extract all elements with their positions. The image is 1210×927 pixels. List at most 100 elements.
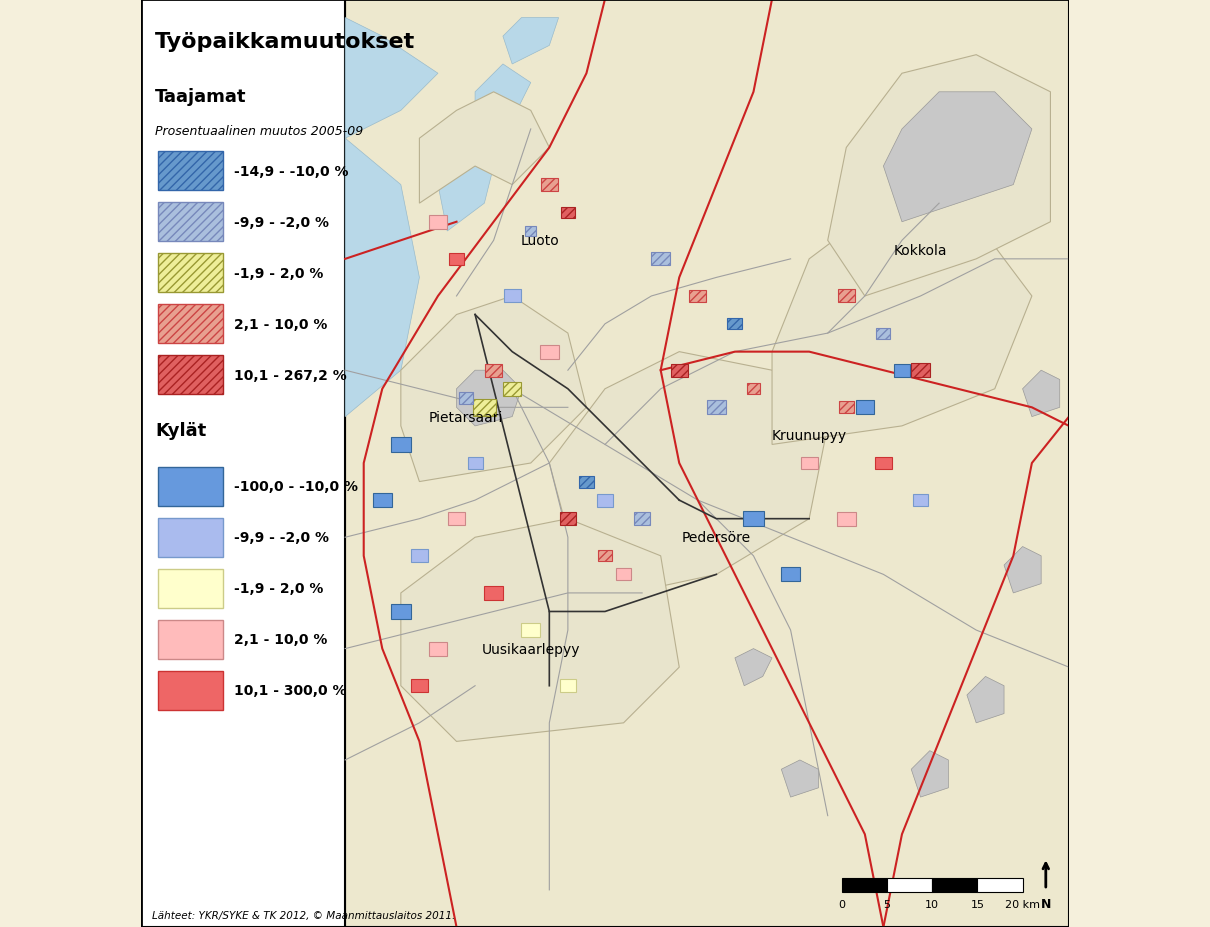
Text: 10: 10 [926, 899, 939, 909]
Polygon shape [549, 352, 828, 603]
Bar [707, 400, 726, 414]
Bar [837, 512, 855, 526]
Polygon shape [438, 148, 494, 232]
Bar [540, 345, 559, 359]
Bar [894, 364, 910, 377]
Polygon shape [420, 93, 549, 204]
Bar [911, 364, 929, 378]
Bar [157, 356, 223, 395]
Text: -9,9 - -2,0 %: -9,9 - -2,0 % [234, 215, 329, 230]
Polygon shape [883, 93, 1032, 222]
Polygon shape [476, 65, 531, 139]
Text: Kylät: Kylät [155, 422, 206, 439]
Bar [157, 518, 223, 557]
Bar [467, 457, 483, 469]
Bar [485, 364, 502, 377]
Bar [561, 208, 575, 219]
Bar [157, 569, 223, 608]
Bar [801, 457, 818, 470]
Bar [503, 290, 520, 303]
Bar [978, 878, 1022, 892]
Text: Kruunupyy: Kruunupyy [772, 428, 847, 443]
Bar [157, 305, 223, 344]
Polygon shape [772, 204, 1032, 445]
Bar [428, 641, 448, 656]
Bar [855, 400, 874, 414]
Bar [559, 679, 576, 692]
Text: -1,9 - 2,0 %: -1,9 - 2,0 % [234, 266, 323, 281]
Polygon shape [345, 19, 438, 139]
FancyBboxPatch shape [345, 0, 1068, 927]
Text: 2,1 - 10,0 %: 2,1 - 10,0 % [234, 317, 327, 332]
Bar [690, 290, 707, 302]
Bar [484, 586, 503, 601]
Text: N: N [1041, 897, 1051, 910]
FancyBboxPatch shape [142, 0, 345, 927]
Bar [598, 551, 612, 562]
Bar [651, 253, 670, 266]
Bar [448, 513, 465, 526]
Text: Luoto: Luoto [520, 234, 559, 248]
Bar [747, 384, 760, 395]
Bar [914, 494, 928, 506]
Bar [428, 215, 448, 229]
Text: Kokkola: Kokkola [894, 243, 947, 258]
Polygon shape [828, 56, 1050, 297]
Text: Uusikaarlepyy: Uusikaarlepyy [482, 641, 580, 656]
Bar [157, 620, 223, 659]
Polygon shape [401, 297, 587, 482]
Bar [473, 400, 496, 416]
Bar [580, 476, 594, 488]
Text: 10,1 - 267,2 %: 10,1 - 267,2 % [234, 368, 346, 383]
Bar [839, 290, 854, 303]
Bar [541, 179, 558, 192]
Bar [727, 319, 743, 330]
Bar [459, 393, 473, 404]
Text: 15: 15 [970, 899, 985, 909]
Text: Pedersöre: Pedersöre [681, 530, 751, 545]
Bar [411, 550, 428, 563]
Polygon shape [1004, 547, 1041, 593]
Polygon shape [345, 139, 420, 417]
Text: 5: 5 [883, 899, 891, 909]
Text: 2,1 - 10,0 %: 2,1 - 10,0 % [234, 632, 327, 647]
Bar [782, 567, 800, 582]
Polygon shape [401, 519, 679, 742]
Bar [876, 328, 891, 339]
Polygon shape [782, 760, 818, 797]
Text: Lähteet: YKR/SYKE & TK 2012, © Maanmittauslaitos 2011.: Lähteet: YKR/SYKE & TK 2012, © Maanmitta… [152, 909, 455, 920]
Text: -9,9 - -2,0 %: -9,9 - -2,0 % [234, 530, 329, 545]
Bar [875, 457, 892, 470]
Bar [522, 623, 540, 638]
Text: Taajamat: Taajamat [155, 88, 247, 106]
Bar [503, 382, 522, 396]
Bar [391, 604, 411, 619]
Bar [616, 568, 630, 580]
Bar [449, 253, 463, 265]
Text: Työpaikkamuutokset: Työpaikkamuutokset [155, 32, 415, 53]
Bar [391, 438, 411, 452]
Bar [743, 512, 764, 527]
Text: 10,1 - 300,0 %: 10,1 - 300,0 % [234, 683, 346, 698]
Bar [157, 671, 223, 710]
Bar [157, 152, 223, 191]
Bar [634, 513, 651, 526]
Text: -14,9 - -10,0 %: -14,9 - -10,0 % [234, 164, 348, 179]
Bar [839, 401, 854, 413]
Text: 20 km: 20 km [1006, 899, 1041, 909]
Polygon shape [503, 19, 559, 65]
Bar [559, 513, 576, 526]
Text: -100,0 - -10,0 %: -100,0 - -10,0 % [234, 479, 358, 494]
Text: -1,9 - 2,0 %: -1,9 - 2,0 % [234, 581, 323, 596]
Polygon shape [456, 371, 522, 426]
Text: 0: 0 [839, 899, 845, 909]
Text: Pietarsaari: Pietarsaari [428, 410, 503, 425]
Bar [670, 364, 687, 377]
Bar [157, 203, 223, 242]
Polygon shape [967, 677, 1004, 723]
Bar [932, 878, 978, 892]
Bar [373, 493, 392, 508]
Polygon shape [734, 649, 772, 686]
Bar [411, 679, 428, 692]
Polygon shape [1022, 371, 1060, 417]
